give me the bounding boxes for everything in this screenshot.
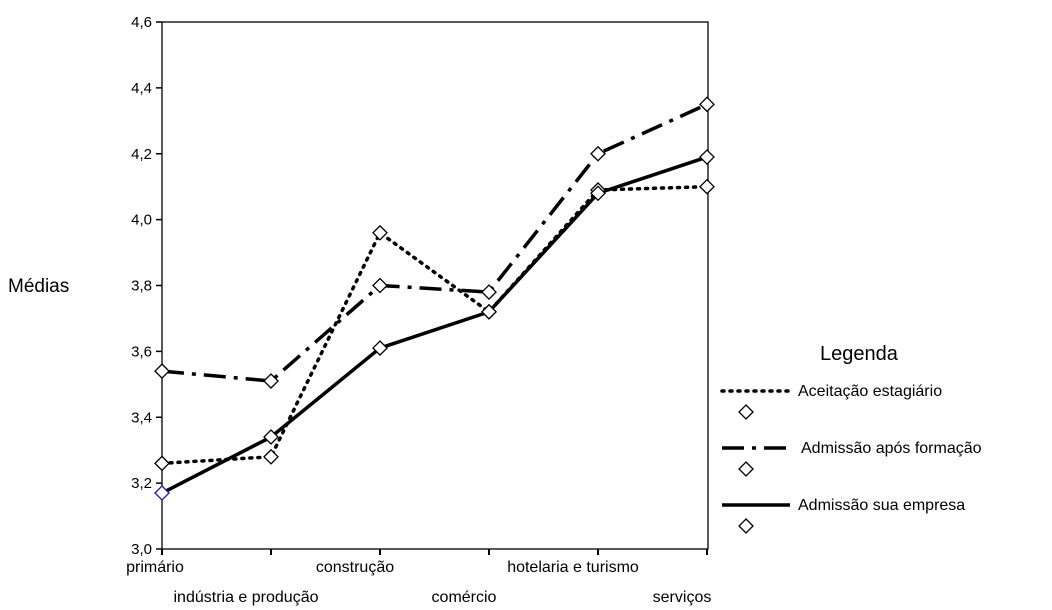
plot-frame bbox=[161, 21, 709, 550]
data-point-marker bbox=[263, 448, 279, 465]
y-tick-label: 3,8 bbox=[131, 278, 152, 295]
series-line bbox=[161, 155, 708, 495]
data-point-marker bbox=[699, 149, 715, 165]
legend-label: Admissão sua empresa bbox=[798, 497, 965, 514]
x-category-label: hotelaria e turismo bbox=[507, 559, 639, 576]
series-line bbox=[161, 102, 708, 383]
data-point-marker bbox=[699, 96, 715, 113]
legend-item: Aceitação estagiário bbox=[720, 383, 942, 420]
y-tick-label: 4,0 bbox=[131, 212, 152, 229]
legend-marker bbox=[738, 461, 754, 477]
legend-item: Admissão após formação bbox=[722, 440, 982, 477]
y-tick-label: 4,4 bbox=[131, 80, 152, 97]
y-tick-label: 3,6 bbox=[131, 343, 152, 360]
data-point-marker bbox=[154, 485, 170, 501]
data-point-marker bbox=[699, 178, 715, 195]
x-category-label: indústria e produção bbox=[174, 589, 319, 606]
data-point-marker bbox=[372, 277, 388, 294]
legend-marker bbox=[738, 404, 754, 420]
x-category-label: primário bbox=[126, 559, 184, 576]
data-point-marker bbox=[372, 340, 388, 357]
legend-title: Legenda bbox=[820, 343, 899, 365]
data-point-marker bbox=[372, 224, 388, 241]
series-2 bbox=[161, 102, 708, 383]
y-axis-label: Médias bbox=[8, 276, 69, 297]
series-group bbox=[154, 96, 715, 501]
y-tick-label: 4,2 bbox=[131, 146, 152, 163]
legend-marker bbox=[738, 518, 754, 534]
series-3 bbox=[161, 155, 708, 495]
legend-label: Aceitação estagiário bbox=[798, 383, 942, 400]
x-category-label: construção bbox=[316, 559, 394, 576]
legend-label: Admissão após formação bbox=[801, 440, 982, 457]
data-point-marker bbox=[154, 455, 170, 472]
series-line bbox=[160, 184, 709, 466]
x-category-label: serviços bbox=[653, 589, 712, 606]
y-tick-label: 4,6 bbox=[131, 14, 152, 31]
y-axis-ticks: 3,0 3,2 3,4 3,6 3,8 4,0 4,2 4,4 4,6 bbox=[131, 14, 162, 558]
data-point-marker bbox=[263, 429, 279, 445]
data-point-marker bbox=[263, 373, 279, 389]
legend-item: Admissão sua empresa bbox=[722, 497, 965, 534]
series-1 bbox=[160, 184, 709, 466]
data-point-marker bbox=[154, 363, 170, 380]
data-point-marker bbox=[481, 303, 497, 320]
y-tick-label: 3,2 bbox=[131, 475, 152, 492]
data-point-marker bbox=[481, 284, 497, 301]
data-point-marker bbox=[590, 145, 606, 162]
y-tick-label: 3,0 bbox=[131, 541, 152, 558]
chart-axes bbox=[161, 21, 709, 550]
data-point-marker bbox=[590, 185, 606, 202]
x-category-label: comércio bbox=[432, 589, 497, 606]
y-tick-label: 3,4 bbox=[131, 409, 152, 426]
legend: Legenda Aceitação estagiário Admissão apó… bbox=[720, 343, 982, 534]
x-axis-ticks: primário indústria e produção construção co… bbox=[126, 549, 711, 606]
